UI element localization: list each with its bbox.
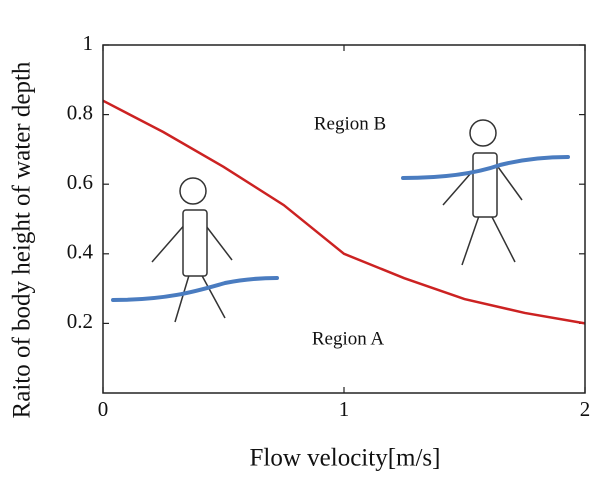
x-tick-label: 1: [339, 397, 350, 421]
y-tick-label: 0.4: [67, 240, 94, 264]
y-tick-label: 0.2: [67, 309, 93, 333]
y-axis-label: Raito of body height of water depth: [9, 61, 36, 418]
x-tick-label: 2: [580, 397, 591, 421]
y-tick-label: 0.6: [67, 170, 93, 194]
annotation: Region B: [314, 113, 386, 134]
y-tick-label: 1: [83, 31, 94, 55]
x-axis-label: Flow velocity[m/s]: [250, 445, 441, 472]
annotation: Region A: [312, 328, 385, 349]
water-line-right: [401, 155, 570, 180]
plot-frame: [102, 44, 586, 394]
y-tick-label: 0.8: [67, 100, 93, 124]
x-tick-label: 0: [98, 397, 109, 421]
data-line: [102, 99, 586, 325]
person-left: [151, 177, 233, 323]
water-line-left: [111, 276, 279, 302]
person-right: [442, 119, 523, 266]
